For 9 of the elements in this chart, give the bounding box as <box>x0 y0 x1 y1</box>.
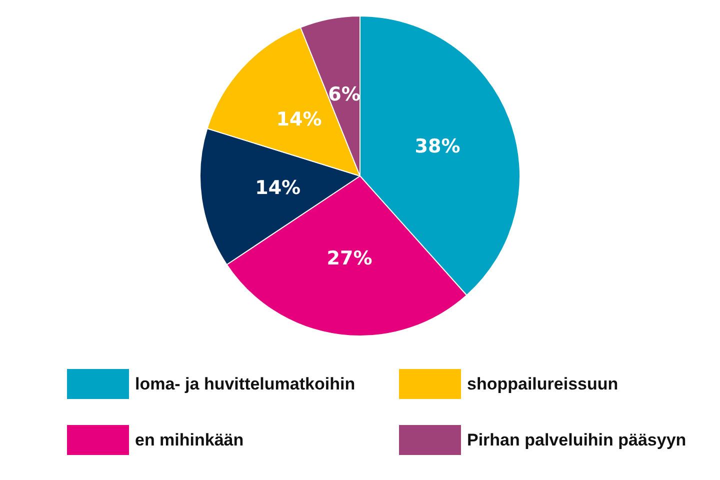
data-label: 14% <box>276 108 322 131</box>
legend-label: Pirhan palveluihin pääsyyn <box>467 430 686 450</box>
data-label: 6% <box>328 84 360 106</box>
legend-label: loma- ja huvittelumatkoihin <box>135 374 356 394</box>
legend-label: shoppailureissuun <box>467 374 618 394</box>
data-label: 14% <box>255 176 301 199</box>
data-label: 38% <box>414 135 460 158</box>
data-label: 27% <box>326 247 372 270</box>
legend-label: en mihinkään <box>135 430 244 450</box>
